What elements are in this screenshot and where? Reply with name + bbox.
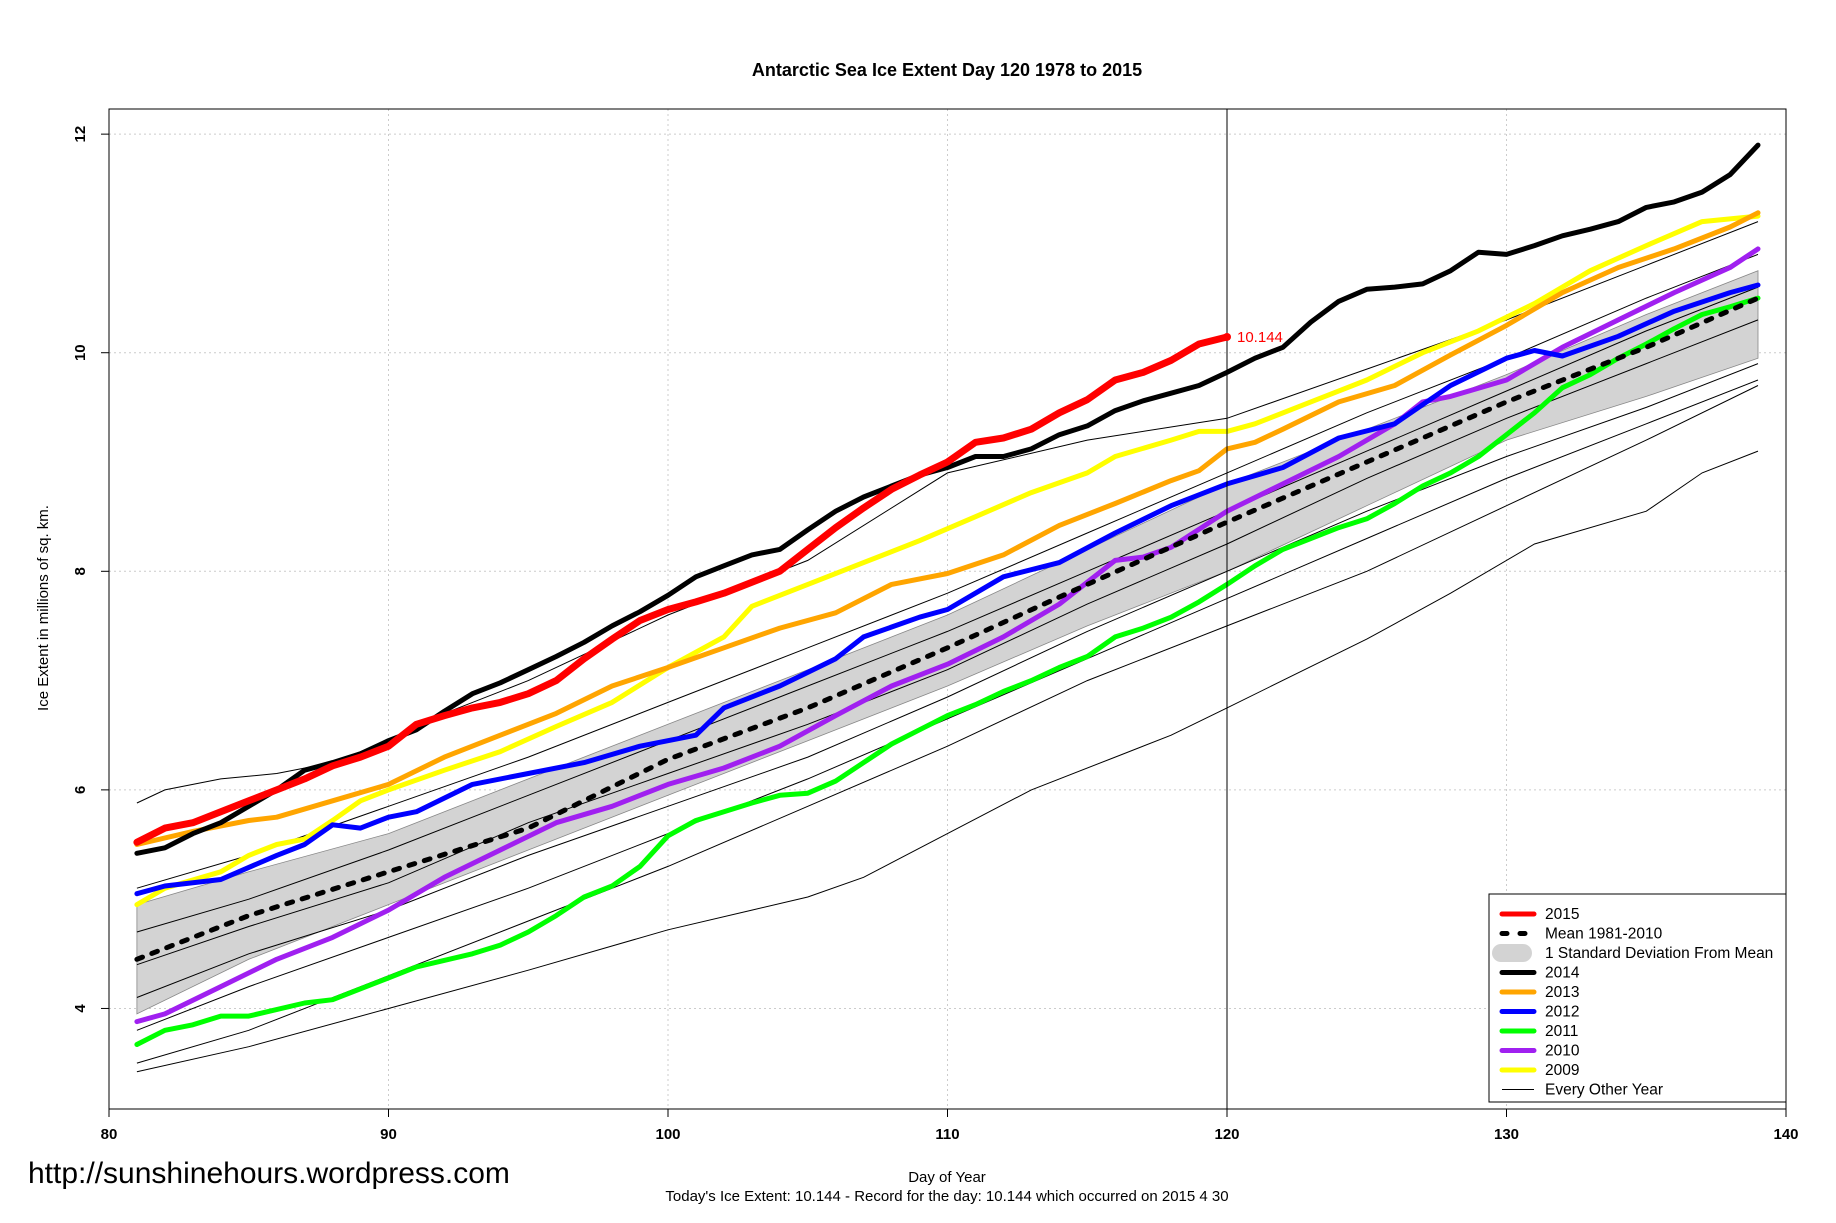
legend-label: 2011: [1545, 1023, 1578, 1040]
y-axis: 4 6 8 10 12: [72, 126, 109, 1013]
legend-label: 2015: [1545, 906, 1579, 923]
series-line-2009: [134, 213, 1761, 908]
other-year-line: [136, 221, 1759, 804]
other-year-line: [136, 450, 1759, 1073]
watermark: http://sunshinehours.wordpress.com: [28, 1157, 510, 1190]
y-tick-label: 8: [72, 567, 89, 575]
series-line-2015: [133, 333, 1231, 846]
legend-label: 2012: [1545, 1004, 1579, 1021]
x-tick-label: 90: [380, 1126, 397, 1143]
current-point: [1223, 332, 1231, 341]
y-tick-label: 4: [72, 1004, 89, 1013]
legend-label: 2010: [1545, 1043, 1580, 1060]
legend-label: 2013: [1545, 984, 1579, 1001]
chart-title: Antarctic Sea Ice Extent Day 120 1978 to…: [752, 60, 1142, 80]
series-lines: 10.144: [133, 109, 1761, 1109]
x-axis-label: Day of Year: [908, 1169, 986, 1186]
legend-label: 2009: [1545, 1062, 1579, 1079]
y-tick-label: 10: [72, 344, 89, 361]
x-tick-label: 100: [655, 1126, 680, 1143]
series-line-2011: [134, 295, 1761, 1047]
y-tick-label: 12: [72, 126, 89, 143]
legend-label: 2014: [1545, 965, 1580, 982]
other-year-line: [136, 319, 1759, 966]
footnote: Today's Ice Extent: 10.144 - Record for …: [665, 1188, 1228, 1205]
y-axis-label: Ice Extent in millions of sq. km.: [35, 505, 52, 711]
legend-label: Every Other Year: [1545, 1082, 1663, 1099]
series-line-2013: [134, 210, 1761, 847]
x-tick-label: 80: [101, 1126, 118, 1143]
legend-label: Mean 1981-2010: [1545, 926, 1663, 943]
series-line-2010: [134, 246, 1761, 1025]
legend-label: 1 Standard Deviation From Mean: [1545, 945, 1773, 962]
legend-box: [1488, 893, 1787, 1103]
x-tick-label: 120: [1214, 1126, 1239, 1143]
x-tick-label: 140: [1773, 1126, 1798, 1143]
series-line-mean-1981-2010: [134, 295, 1761, 962]
series-line-2012: [134, 282, 1761, 897]
legend-swatch: [1492, 944, 1532, 962]
current-value-label: 10.144: [1237, 329, 1283, 346]
legend: 2015 Mean 1981-2010 1 Standard Deviation F…: [1488, 893, 1787, 1103]
y-tick-label: 6: [72, 786, 89, 794]
x-tick-label: 110: [935, 1126, 959, 1143]
x-tick-label: 130: [1494, 1126, 1519, 1143]
other-year-line: [136, 379, 1759, 1031]
other-year-line: [136, 286, 1759, 933]
x-axis: 80 90 100 110 120 130 140: [101, 1109, 1799, 1143]
